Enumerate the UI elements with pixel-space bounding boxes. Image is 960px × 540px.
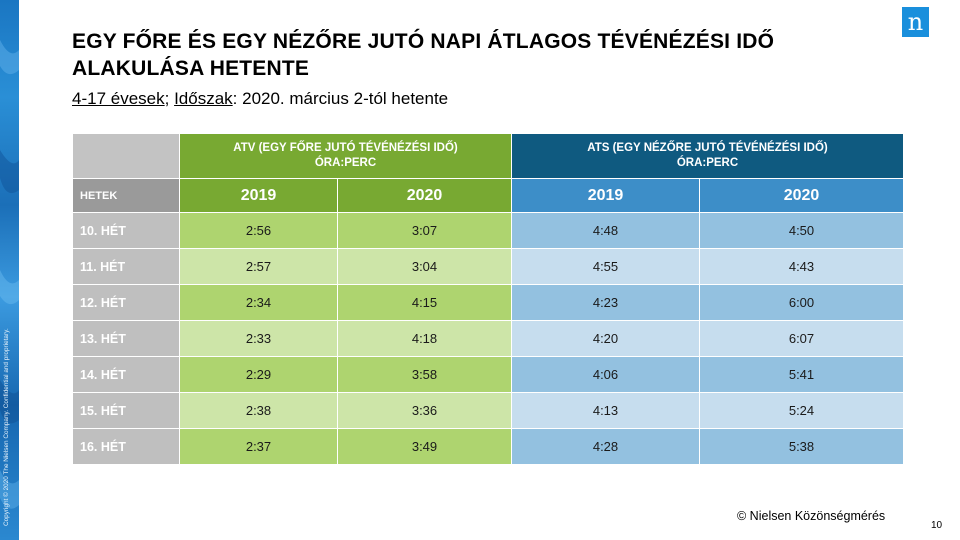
atv-2020-cell: 3:07 xyxy=(337,212,512,249)
ats-header-line1: ATS (EGY NÉZŐRE JUTÓ TÉVÉNÉZÉSI IDŐ) xyxy=(587,142,828,154)
atv-2020-header: 2020 xyxy=(337,178,512,213)
page-number: 10 xyxy=(931,520,943,531)
nielsen-logo: n xyxy=(902,7,929,37)
atv-2019-cell: 2:33 xyxy=(179,320,338,357)
ats-2020-header: 2020 xyxy=(699,178,904,213)
atv-2019-cell: 2:56 xyxy=(179,212,338,249)
viewing-time-table: ATV (EGY FŐRE JUTÓ TÉVÉNÉZÉSI IDŐ) ÓRA:P… xyxy=(72,133,904,465)
ats-2019-cell: 4:23 xyxy=(511,284,700,321)
week-label: 13. HÉT xyxy=(72,320,180,357)
subtitle-period-value: : 2020. március 2-tól hetente xyxy=(232,89,449,108)
atv-group-header: ATV (EGY FŐRE JUTÓ TÉVÉNÉZÉSI IDŐ) ÓRA:P… xyxy=(179,133,512,179)
footer-source: © Nielsen Közönségmérés xyxy=(737,509,886,523)
ats-2020-cell: 6:07 xyxy=(699,320,904,357)
atv-2019-cell: 2:29 xyxy=(179,356,338,393)
table-row: 12. HÉT 2:34 4:15 4:23 6:00 xyxy=(72,284,904,321)
atv-2019-cell: 2:57 xyxy=(179,248,338,285)
copyright-text: Copyright © 2020 The Nielsen Company. Co… xyxy=(3,328,10,526)
ats-2019-cell: 4:06 xyxy=(511,356,700,393)
subtitle-separator: ; xyxy=(164,89,175,108)
atv-header-line1: ATV (EGY FŐRE JUTÓ TÉVÉNÉZÉSI IDŐ) xyxy=(233,142,458,154)
week-label: 16. HÉT xyxy=(72,428,180,465)
atv-2019-cell: 2:34 xyxy=(179,284,338,321)
ats-2019-header: 2019 xyxy=(511,178,700,213)
table-row: 15. HÉT 2:38 3:36 4:13 5:24 xyxy=(72,392,904,429)
ats-2020-cell: 5:38 xyxy=(699,428,904,465)
ats-2020-cell: 4:50 xyxy=(699,212,904,249)
ats-2019-cell: 4:28 xyxy=(511,428,700,465)
subtitle-period-label: Időszak xyxy=(174,89,233,108)
table-row: 16. HÉT 2:37 3:49 4:28 5:38 xyxy=(72,428,904,465)
atv-2020-cell: 3:49 xyxy=(337,428,512,465)
ats-header-line2: ÓRA:PERC xyxy=(676,157,739,169)
ats-2019-cell: 4:13 xyxy=(511,392,700,429)
table-corner-cell xyxy=(72,133,180,179)
week-label: 10. HÉT xyxy=(72,212,180,249)
atv-2020-cell: 4:15 xyxy=(337,284,512,321)
week-label: 15. HÉT xyxy=(72,392,180,429)
weeks-column-header: HETEK xyxy=(72,178,180,213)
table-row: 13. HÉT 2:33 4:18 4:20 6:07 xyxy=(72,320,904,357)
atv-header-line2: ÓRA:PERC xyxy=(314,157,377,169)
page-subtitle: 4-17 évesek; Időszak: 2020. március 2-tó… xyxy=(72,89,448,109)
table-row: 14. HÉT 2:29 3:58 4:06 5:41 xyxy=(72,356,904,393)
week-label: 12. HÉT xyxy=(72,284,180,321)
atv-2019-header: 2019 xyxy=(179,178,338,213)
ats-2019-cell: 4:55 xyxy=(511,248,700,285)
ats-2020-cell: 4:43 xyxy=(699,248,904,285)
ats-2020-cell: 6:00 xyxy=(699,284,904,321)
atv-2020-cell: 4:18 xyxy=(337,320,512,357)
wave-pattern xyxy=(0,40,19,509)
week-label: 14. HÉT xyxy=(72,356,180,393)
atv-2019-cell: 2:37 xyxy=(179,428,338,465)
atv-2019-cell: 2:38 xyxy=(179,392,338,429)
atv-2020-cell: 3:04 xyxy=(337,248,512,285)
subtitle-age: 4-17 évesek xyxy=(72,89,165,108)
ats-2020-cell: 5:24 xyxy=(699,392,904,429)
decorative-side-strip: Copyright © 2020 The Nielsen Company. Co… xyxy=(0,0,19,540)
atv-2020-cell: 3:58 xyxy=(337,356,512,393)
ats-2019-cell: 4:48 xyxy=(511,212,700,249)
ats-2019-cell: 4:20 xyxy=(511,320,700,357)
ats-2020-cell: 5:41 xyxy=(699,356,904,393)
table-group-header-row: ATV (EGY FŐRE JUTÓ TÉVÉNÉZÉSI IDŐ) ÓRA:P… xyxy=(72,133,904,179)
week-label: 11. HÉT xyxy=(72,248,180,285)
table-row: 11. HÉT 2:57 3:04 4:55 4:43 xyxy=(72,248,904,285)
ats-group-header: ATS (EGY NÉZŐRE JUTÓ TÉVÉNÉZÉSI IDŐ) ÓRA… xyxy=(511,133,904,179)
atv-2020-cell: 3:36 xyxy=(337,392,512,429)
table-year-header-row: HETEK 2019 2020 2019 2020 xyxy=(72,178,904,213)
nielsen-n-icon: n xyxy=(907,8,924,36)
table-row: 10. HÉT 2:56 3:07 4:48 4:50 xyxy=(72,212,904,249)
page-title: EGY FŐRE ÉS EGY NÉZŐRE JUTÓ NAPI ÁTLAGOS… xyxy=(72,30,775,80)
